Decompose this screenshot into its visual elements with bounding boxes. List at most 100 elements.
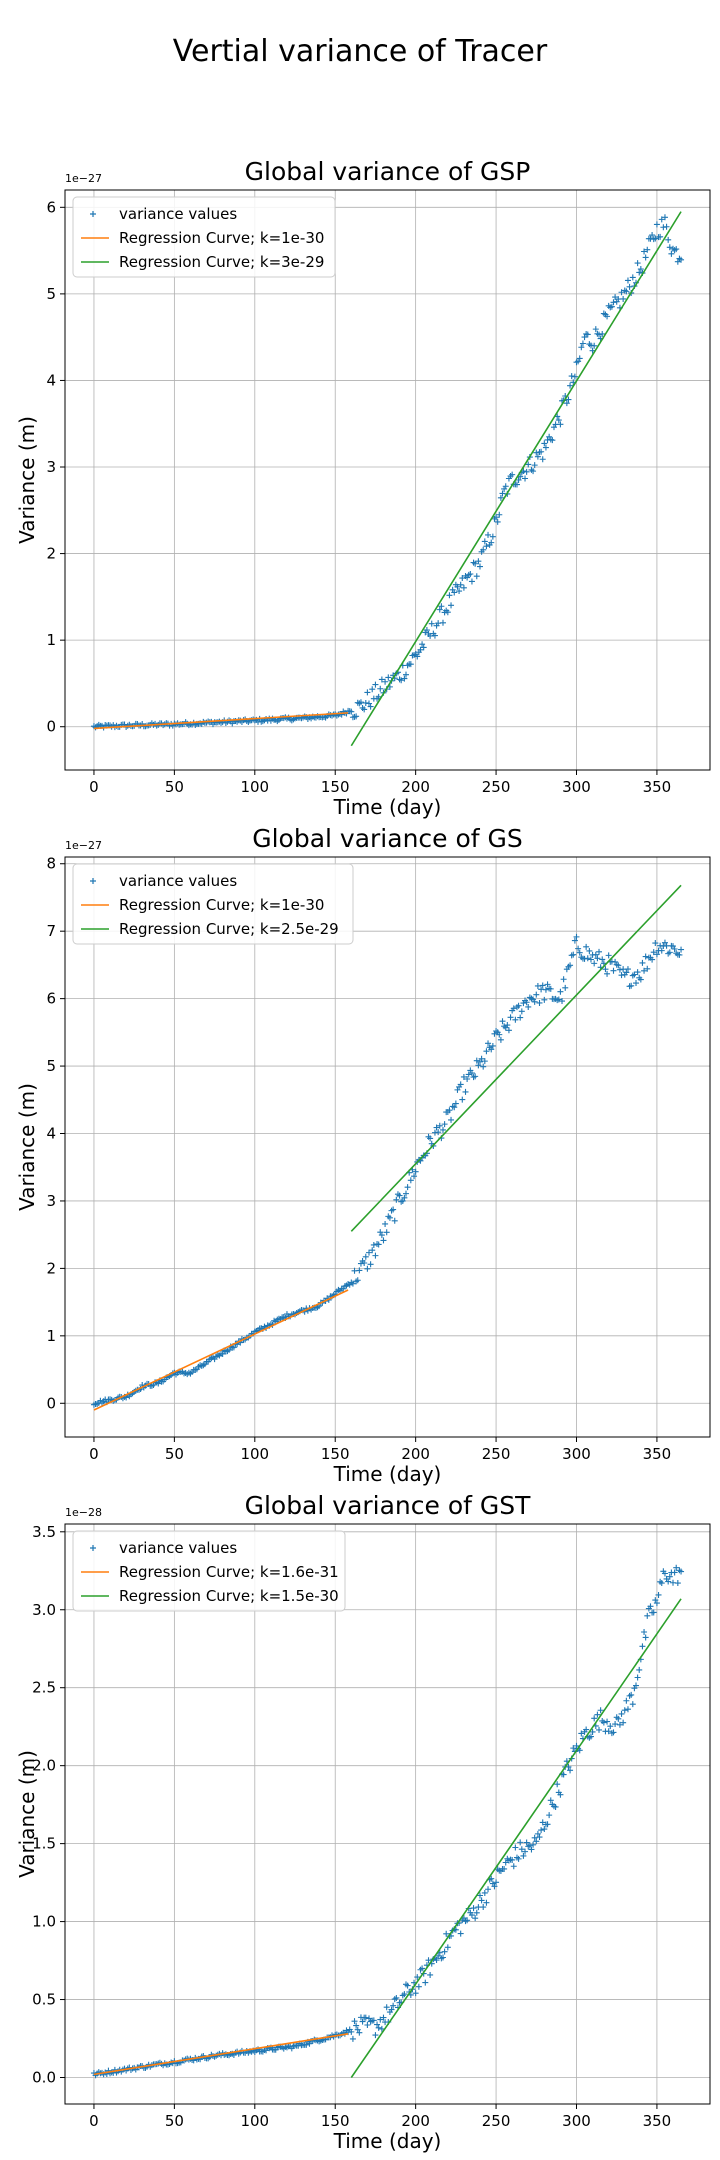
data-point — [671, 945, 678, 952]
data-point — [636, 269, 643, 276]
y-offset-text: 1e−27 — [65, 172, 102, 185]
data-point — [663, 223, 670, 230]
data-point — [451, 1104, 458, 1111]
data-point — [427, 1135, 434, 1142]
data-point — [473, 573, 480, 580]
data-point — [533, 1838, 540, 1845]
x-tick-label: 150 — [321, 2112, 350, 2130]
data-point — [446, 592, 453, 599]
data-point — [435, 1952, 442, 1959]
data-point — [600, 1719, 607, 1726]
data-point — [563, 400, 570, 407]
data-point — [417, 646, 424, 653]
data-point — [578, 1730, 585, 1737]
data-point — [573, 933, 580, 940]
data-point — [542, 444, 549, 451]
data-point — [517, 1014, 524, 1021]
data-point — [515, 1002, 522, 1009]
data-point — [633, 980, 640, 987]
plot-area — [90, 211, 685, 747]
data-point — [485, 1040, 492, 1047]
data-point — [599, 956, 606, 963]
x-tick-label: 350 — [643, 778, 672, 796]
data-point — [439, 619, 446, 626]
data-point — [578, 344, 585, 351]
data-point — [493, 1879, 500, 1886]
data-point — [356, 1267, 363, 1274]
data-point — [402, 671, 409, 678]
plot-area — [90, 884, 685, 1411]
data-point — [610, 299, 617, 306]
data-point — [513, 481, 520, 488]
chart-title: Global variance of GSP — [245, 157, 531, 186]
data-point — [665, 1578, 672, 1585]
data-point — [642, 1634, 649, 1641]
data-point — [639, 959, 646, 966]
data-point — [594, 955, 601, 962]
data-point — [362, 2014, 369, 2021]
y-tick-label: 2.5 — [32, 1679, 56, 1697]
data-point — [652, 235, 659, 242]
data-point — [357, 699, 364, 706]
data-point — [366, 1249, 373, 1256]
data-point — [616, 1721, 623, 1728]
data-point — [468, 1912, 475, 1919]
y-tick-label: 6 — [46, 198, 56, 216]
data-point — [473, 1909, 480, 1916]
data-point — [571, 373, 578, 380]
data-point — [472, 560, 479, 567]
data-point — [401, 675, 408, 682]
x-axis-label: Time (day) — [333, 2129, 442, 2153]
x-tick-label: 200 — [401, 778, 430, 796]
data-point — [612, 1721, 619, 1728]
data-point — [594, 1711, 601, 1718]
data-point — [637, 976, 644, 983]
data-point — [584, 331, 591, 338]
data-point — [481, 538, 488, 545]
data-point — [364, 2021, 371, 2028]
data-point — [678, 946, 685, 953]
data-point — [501, 1865, 508, 1872]
data-point — [650, 1609, 657, 1616]
data-point — [404, 1982, 411, 1989]
chart-3: 0 50 100 150 200 250 300 350 0.0 0.5 1.0 1.5 2.0 2.5 3… — [15, 1491, 711, 2153]
data-point — [536, 999, 543, 1006]
data-point — [653, 1600, 660, 1607]
data-point — [526, 1842, 533, 1849]
data-point — [579, 340, 586, 347]
y-tick-label: 2 — [46, 545, 56, 563]
data-point — [380, 2014, 387, 2021]
data-point — [531, 462, 538, 469]
legend: variance values Regression Curve; k=1e-30… — [72, 196, 336, 278]
data-point — [425, 1957, 432, 1964]
data-point — [507, 1014, 514, 1021]
data-point — [375, 1241, 382, 1248]
data-point — [399, 1197, 406, 1204]
y-offset-text: 1e−28 — [65, 1506, 102, 1519]
data-point — [541, 440, 548, 447]
chart-title: Global variance of GST — [245, 1491, 532, 1520]
data-point — [502, 1859, 509, 1866]
data-point — [533, 991, 540, 998]
x-tick-label: 0 — [89, 1445, 99, 1463]
data-point — [576, 1747, 583, 1754]
data-point — [353, 713, 360, 720]
data-point — [354, 1277, 361, 1284]
data-point — [596, 948, 603, 955]
data-point — [483, 543, 490, 550]
data-point — [476, 1892, 483, 1899]
data-point — [480, 1063, 487, 1070]
data-point — [460, 1073, 467, 1080]
legend-marker — [90, 1545, 96, 1551]
data-point — [349, 1280, 356, 1287]
data-point — [661, 939, 668, 946]
data-point — [547, 985, 554, 992]
data-point — [372, 1252, 379, 1259]
data-point — [644, 965, 651, 972]
data-point — [448, 602, 455, 609]
data-point — [382, 678, 389, 685]
data-point — [676, 951, 683, 958]
data-point — [560, 1771, 567, 1778]
data-point — [623, 969, 630, 976]
data-point — [583, 1726, 590, 1733]
